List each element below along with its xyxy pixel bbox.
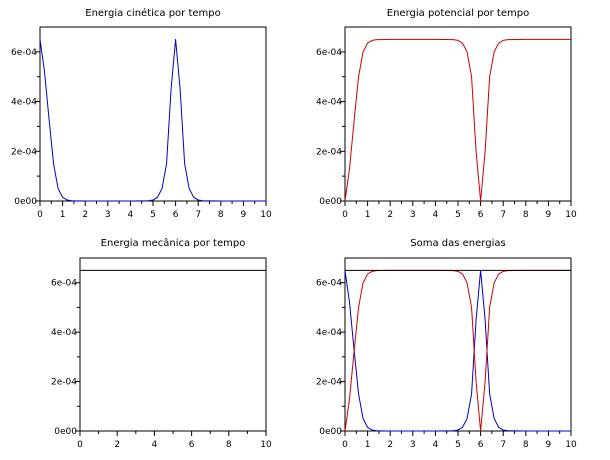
x-tick-label: 5: [150, 210, 156, 220]
x-tick-label: 1: [365, 210, 371, 220]
x-tick-label: 0: [342, 440, 348, 450]
chart-title-mechanical: Energia mecânica por tempo: [101, 237, 246, 249]
x-tick-label: 2: [114, 440, 120, 450]
x-tick-label: 1: [365, 440, 371, 450]
series-line-sum-1: [344, 269, 571, 432]
x-tick-label: 0: [77, 440, 83, 450]
x-tick-label: 5: [455, 210, 461, 220]
x-tick-label: 8: [523, 210, 529, 220]
chart-title-sum: Soma das energias: [410, 238, 505, 249]
y-tick-label: 0e00: [319, 427, 342, 437]
x-tick-label: 6: [478, 210, 484, 220]
y-tick-label: 4e-04: [316, 98, 342, 108]
series-line-potential-0: [344, 38, 571, 202]
y-tick-label: 0e00: [14, 197, 37, 207]
x-tick-label: 10: [565, 210, 577, 220]
subplot-mechanical-energy: Energia mecânica por tempo 0 2 4 6 8 10 0e00 2e-…: [51, 237, 272, 450]
x-tick-label: 1: [60, 210, 66, 220]
plot-frame-potential: [344, 26, 572, 202]
y-tick-label: 2e-04: [11, 147, 37, 157]
x-tick-label: 2: [387, 440, 393, 450]
y-tick-label: 6e-04: [11, 48, 37, 58]
x-tick-label: 3: [105, 210, 111, 220]
y-tick-label: 2e-04: [316, 378, 342, 388]
x-tick-label: 8: [218, 210, 224, 220]
x-tick-label: 3: [410, 440, 416, 450]
x-tick-label: 0: [342, 210, 348, 220]
x-tick-label: 10: [260, 440, 272, 450]
x-tick-label: 5: [455, 440, 461, 450]
y-tick-label: 4e-04: [316, 328, 342, 338]
x-tick-label: 3: [410, 210, 416, 220]
subplot-potential-energy: Energia potencial por tempo 0 1 2 3 4 5 6 7 8 9 10 0…: [316, 8, 577, 220]
y-tick-label: 6e-04: [51, 279, 77, 289]
y-tick-label: 6e-04: [316, 279, 342, 289]
x-tick-label: 9: [546, 440, 552, 450]
x-tick-label: 10: [260, 210, 272, 220]
x-tick-label: 9: [546, 210, 552, 220]
plot-frame-sum: [344, 257, 572, 432]
y-tick-label: 2e-04: [51, 378, 77, 388]
x-tick-label: 8: [523, 440, 529, 450]
y-tick-label: 0e00: [54, 427, 77, 437]
y-tick-label: 0e00: [319, 197, 342, 207]
x-tick-label: 4: [152, 440, 158, 450]
x-tick-label: 6: [478, 440, 484, 450]
series-line-kinetic-0: [39, 38, 266, 202]
x-tick-label: 6: [189, 440, 195, 450]
x-tick-label: 4: [433, 210, 439, 220]
x-tick-label: 0: [37, 210, 43, 220]
plot-frame-kinetic: [39, 26, 267, 202]
subplot-kinetic-energy: Energia cinética por tempo 0 1 2 3 4 5 6 7 8 9 10 0e…: [11, 7, 272, 220]
x-tick-label: 4: [433, 440, 439, 450]
plot-frame-mechanical: [79, 257, 267, 432]
x-tick-label: 8: [226, 440, 232, 450]
x-tick-label: 2: [82, 210, 88, 220]
subplot-energy-sum: Soma das energias 0 1 2 3 4 5 6 7 8 9 10 0e00 2e-04 4e…: [316, 238, 577, 450]
x-tick-label: 7: [500, 440, 506, 450]
y-tick-label: 2e-04: [316, 147, 342, 157]
chart-title-kinetic: Energia cinética por tempo: [85, 7, 220, 19]
y-tick-label: 6e-04: [316, 48, 342, 58]
x-tick-label: 9: [241, 210, 247, 220]
x-tick-label: 7: [195, 210, 201, 220]
series-line-sum-0: [344, 269, 571, 432]
x-tick-label: 6: [173, 210, 179, 220]
x-tick-label: 2: [387, 210, 393, 220]
x-tick-label: 10: [565, 440, 577, 450]
chart-title-potential: Energia potencial por tempo: [387, 8, 529, 19]
y-tick-label: 4e-04: [11, 98, 37, 108]
x-tick-label: 4: [128, 210, 134, 220]
x-tick-label: 7: [500, 210, 506, 220]
y-tick-label: 4e-04: [51, 328, 77, 338]
